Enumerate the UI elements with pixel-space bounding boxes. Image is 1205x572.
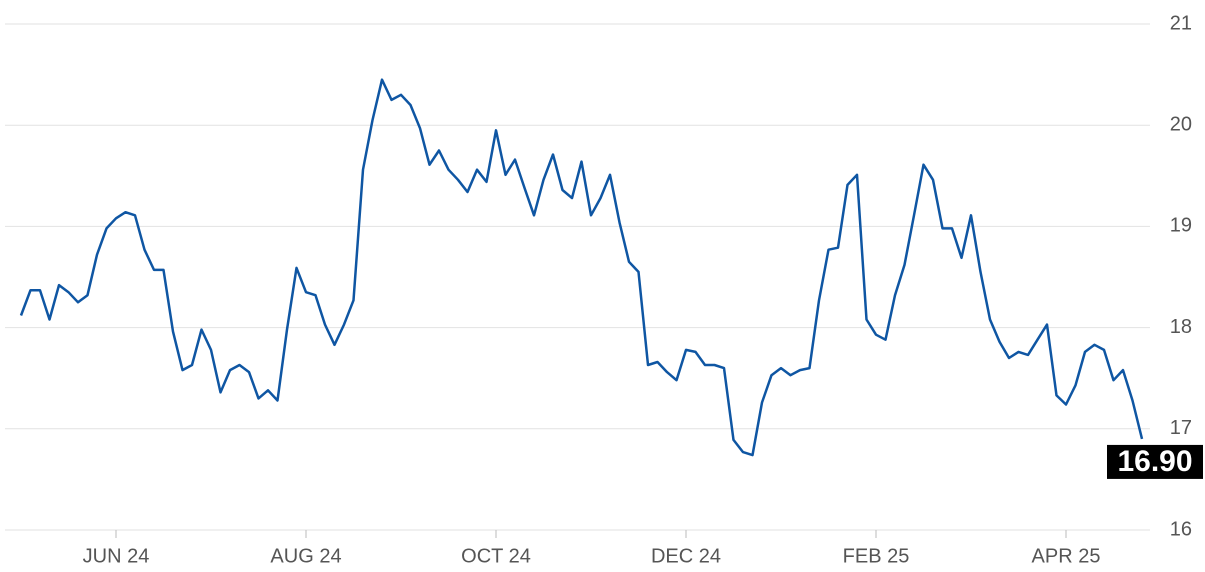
x-tick-label: APR 25 (1032, 545, 1101, 567)
x-tick-label: DEC 24 (651, 545, 721, 567)
y-tick-label: 16 (1170, 518, 1192, 540)
y-tick-label: 20 (1170, 113, 1192, 135)
x-tick-label: JUN 24 (83, 545, 150, 567)
price-line (19, 78, 1144, 457)
y-tick-label: 18 (1170, 316, 1192, 338)
y-tick-label: 17 (1170, 417, 1192, 439)
y-tick-label: 19 (1170, 215, 1192, 237)
x-tick-label: FEB 25 (843, 545, 910, 567)
x-tick-label: OCT 24 (461, 545, 531, 567)
y-tick-label: 21 (1170, 12, 1192, 34)
price-box (1107, 444, 1203, 479)
price-label: 16.90 (1117, 445, 1192, 478)
x-tick-label: AUG 24 (270, 545, 341, 567)
